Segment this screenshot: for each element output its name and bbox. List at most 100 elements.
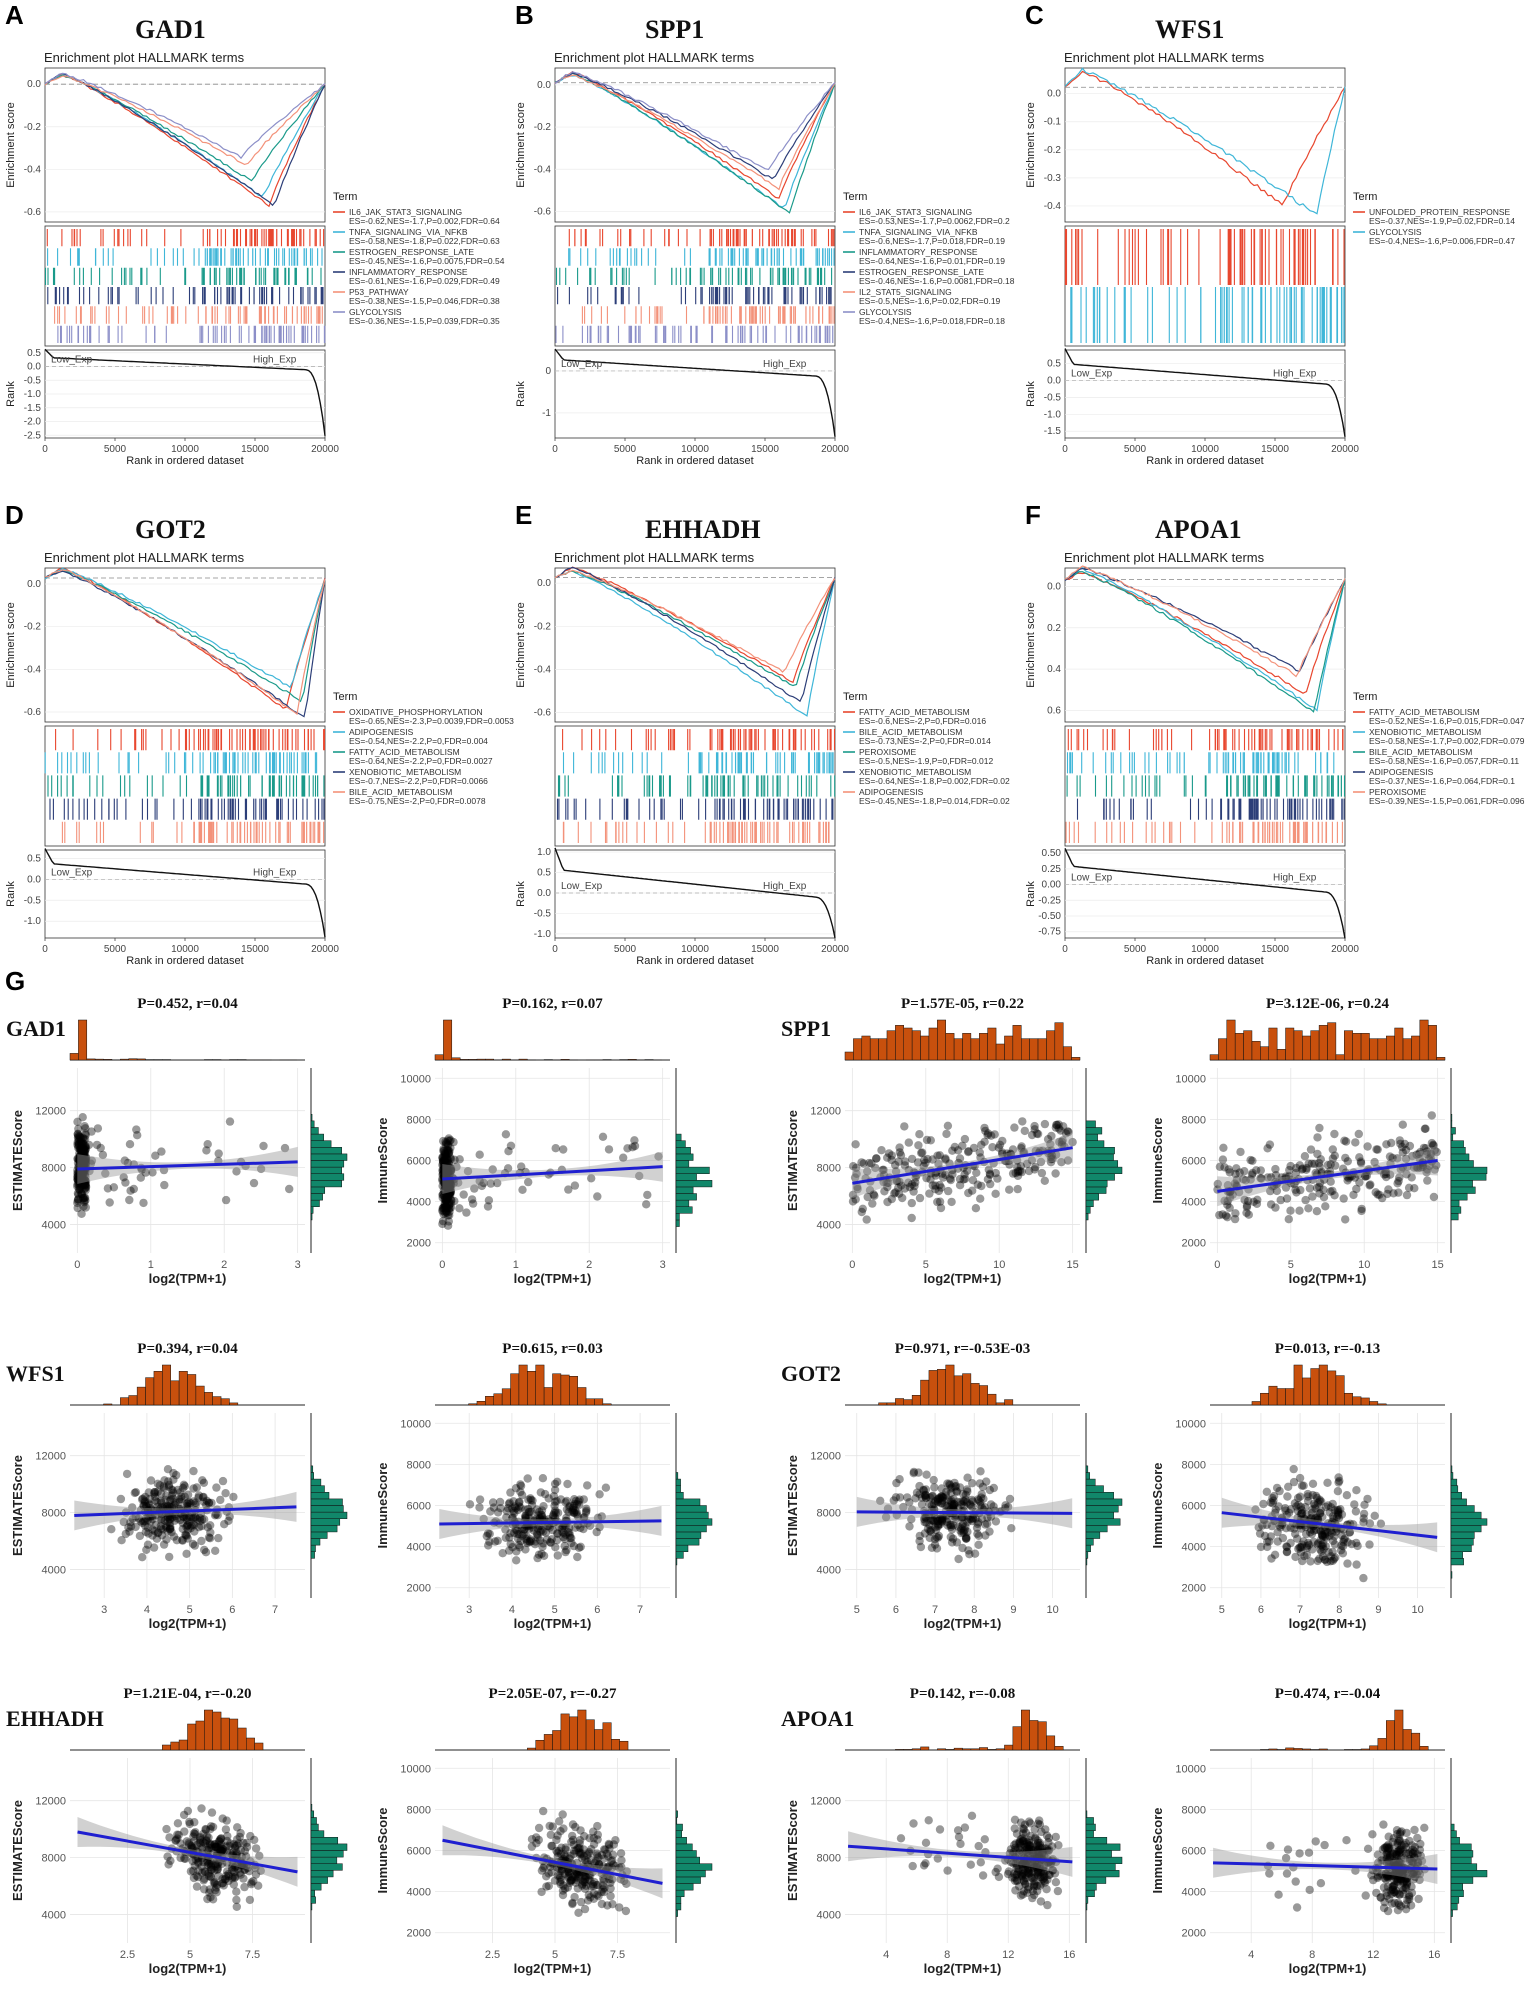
scatter-gene-label: SPP1: [781, 1016, 831, 1041]
right-histogram-bar: [1450, 1127, 1456, 1135]
scatter-point: [938, 1492, 947, 1501]
scatter-point: [1266, 1186, 1275, 1196]
scatter-point: [1321, 1202, 1330, 1211]
scatter-panel: P=0.615, r=0.033 4 5 6 720004000600080001000…: [375, 1341, 713, 1631]
x-tick-label: 20000: [1331, 444, 1359, 455]
scatter-point: [76, 1182, 86, 1191]
es-curve-peroxisome: [554, 570, 836, 687]
rank-axis-label: Rank: [515, 881, 527, 907]
scatter-point: [946, 1497, 955, 1506]
scatter-point: [1351, 1138, 1360, 1147]
top-histogram-bar: [518, 1364, 528, 1406]
scatter-point: [904, 1138, 913, 1147]
right-histogram-bar: [1085, 1558, 1088, 1566]
x-tick-label: 7: [932, 1604, 938, 1616]
scatter-point: [539, 1806, 548, 1816]
legend-term-stats: ES=-0.58,NES=-1.7,P=0.002,FDR=0.079: [1369, 736, 1525, 746]
scatter-point: [1334, 1478, 1343, 1487]
scatter-point: [206, 1528, 215, 1537]
es-tick-label: 0.2: [1047, 623, 1061, 634]
scatter-point: [445, 1191, 454, 1200]
scatter-point: [959, 1502, 969, 1511]
scatter-point: [976, 1467, 985, 1476]
scatter-point: [441, 1195, 451, 1205]
scatter-point: [959, 1497, 968, 1506]
scatter-point: [1300, 1152, 1310, 1161]
x-tick-label: 12: [1367, 1949, 1379, 1961]
panel-letter: D: [5, 500, 24, 530]
right-histogram-bar: [1450, 1147, 1466, 1155]
scatter-point: [81, 1152, 91, 1162]
right-histogram-bar: [310, 1518, 341, 1526]
scatter-point: [936, 1514, 945, 1523]
scatter-point: [145, 1494, 155, 1504]
scatter-point: [968, 1497, 977, 1506]
right-histogram-bar: [310, 1531, 328, 1539]
scatter-point: [455, 1204, 464, 1213]
scatter-point: [549, 1492, 559, 1501]
top-histogram-bar: [493, 1393, 503, 1406]
scatter-point: [853, 1182, 862, 1192]
scatter-point: [77, 1156, 87, 1165]
top-histogram-bar: [229, 1718, 239, 1751]
scatter-point: [438, 1216, 448, 1226]
scatter-point: [1395, 1136, 1404, 1145]
legend-term-stats: ES=-0.4,NES=-1.6,P=0.018,FDR=0.18: [859, 316, 1005, 326]
scatter-point: [1274, 1890, 1283, 1899]
scatter-point: [1410, 1163, 1419, 1172]
scatter-point: [439, 1144, 448, 1154]
scatter-point: [484, 1541, 493, 1550]
scatter-point: [1262, 1487, 1271, 1496]
y-tick-label: 6000: [407, 1846, 431, 1858]
right-histogram-bar: [1450, 1206, 1462, 1214]
top-histogram-bar: [94, 1058, 104, 1061]
top-histogram-bar: [886, 1030, 896, 1061]
scatter-point: [443, 1168, 452, 1178]
rank-tick-label: 0.00: [1042, 880, 1062, 891]
scatter-point: [197, 1521, 206, 1531]
scatter-point: [551, 1506, 560, 1515]
scatter-point: [960, 1134, 970, 1144]
top-histogram-bar: [136, 1058, 146, 1061]
top-histogram-bar: [1377, 1738, 1387, 1751]
scatter-point: [78, 1157, 88, 1166]
scatter-point: [204, 1498, 214, 1507]
x-axis-label: Rank in ordered dataset: [126, 455, 243, 467]
top-histogram-bar: [970, 1748, 980, 1751]
top-histogram-bar: [485, 1058, 494, 1061]
scatter-point: [74, 1178, 83, 1188]
scatter-point: [569, 1501, 578, 1511]
legend-term-stats: ES=-0.62,NES=-1.7,P=0.002,FDR=0.64: [349, 216, 500, 226]
scatter-point: [942, 1129, 951, 1139]
y-tick-label: 6000: [1182, 1501, 1206, 1513]
scatter-point: [1051, 1150, 1061, 1159]
scatter-point: [1366, 1180, 1375, 1189]
scatter-point: [165, 1515, 175, 1524]
scatter-point: [159, 1483, 169, 1493]
x-axis-label: log2(TPM+1): [149, 1271, 227, 1286]
scatter-point: [146, 1517, 155, 1526]
scatter-point: [938, 1169, 947, 1178]
x-tick-label: 10000: [681, 444, 709, 455]
scatter-point: [553, 1477, 562, 1486]
scatter-point: [920, 1513, 930, 1522]
rank-tick-label: 0.0: [1047, 375, 1061, 386]
hit-row: [47, 248, 323, 266]
scatter-point: [1057, 1158, 1066, 1167]
y-axis-label: ESTIMATEScore: [785, 1110, 800, 1211]
top-histogram-bar: [204, 1392, 213, 1406]
scatter-point: [148, 1168, 157, 1177]
right-histogram-bar: [310, 1551, 315, 1559]
scatter-point: [1393, 1179, 1402, 1188]
scatter-point: [441, 1140, 450, 1149]
scatter-point: [441, 1159, 450, 1169]
rank-axis-label: Rank: [1025, 881, 1037, 907]
rank-tick-label: -0.25: [1038, 895, 1061, 906]
scatter-point: [182, 1501, 192, 1511]
scatter-point: [443, 1168, 452, 1177]
scatter-point: [1271, 1203, 1280, 1212]
scatter-point: [974, 1540, 983, 1549]
right-histogram-bar: [675, 1544, 689, 1552]
scatter-point: [936, 1520, 945, 1529]
hit-row: [1066, 752, 1335, 774]
